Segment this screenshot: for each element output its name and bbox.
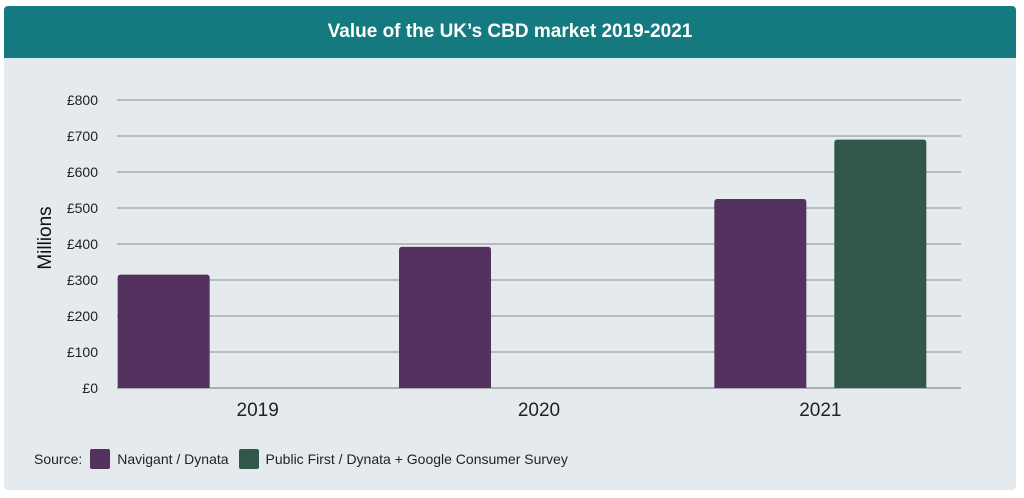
legend-swatch-series1 xyxy=(90,449,111,469)
legend-label-series1: Navigant / Dynata xyxy=(117,451,229,467)
y-axis-label: Millions xyxy=(35,206,56,269)
y-tick-label: £600 xyxy=(67,164,98,180)
y-tick-label: £800 xyxy=(67,92,98,108)
bar-2020-series1 xyxy=(399,246,491,388)
chart-header: Value of the UK’s CBD market 2019-2021 xyxy=(4,6,1016,58)
legend-prefix: Source: xyxy=(34,451,83,467)
grid-layer xyxy=(117,99,961,389)
x-category-label: 2019 xyxy=(237,400,279,421)
y-tick-label: £0 xyxy=(82,380,98,396)
y-tick-label: £300 xyxy=(67,272,98,288)
legend-entry-series1: Navigant / Dynata xyxy=(82,449,229,469)
legend-entry-series2: Public First / Dynata + Google Consumer … xyxy=(231,449,568,469)
bar-2021-series1 xyxy=(714,199,807,388)
x-category-label: 2020 xyxy=(518,400,560,421)
legend-label-series2: Public First / Dynata + Google Consumer … xyxy=(265,451,568,467)
y-tick-label: £100 xyxy=(67,344,98,360)
category-layer: 2019 2020 2021 xyxy=(237,400,842,421)
y-tick-label: £400 xyxy=(67,236,98,252)
legend: Source: Navigant / Dynata Public First /… xyxy=(34,448,568,470)
legend-swatch-series2 xyxy=(238,449,259,469)
bar-2021-series2 xyxy=(834,139,927,388)
bar-layer xyxy=(117,139,927,388)
chart-title: Value of the UK’s CBD market 2019-2021 xyxy=(327,21,693,42)
bar-chart: £0£100£200£300£400£500£600£700£800 2019 2… xyxy=(35,92,961,421)
y-tick-label: £700 xyxy=(67,128,98,144)
bar-2019-series1 xyxy=(117,274,210,388)
x-category-label: 2021 xyxy=(799,400,841,421)
tick-layer: £0 £100 £200 £300 £400 £500 £600 £700 £800 xyxy=(67,92,98,396)
y-tick-label: £200 xyxy=(67,308,98,324)
chart-card: Value of the UK’s CBD market 2019-2021 £… xyxy=(4,6,1016,490)
y-tick-label: £500 xyxy=(67,200,98,216)
